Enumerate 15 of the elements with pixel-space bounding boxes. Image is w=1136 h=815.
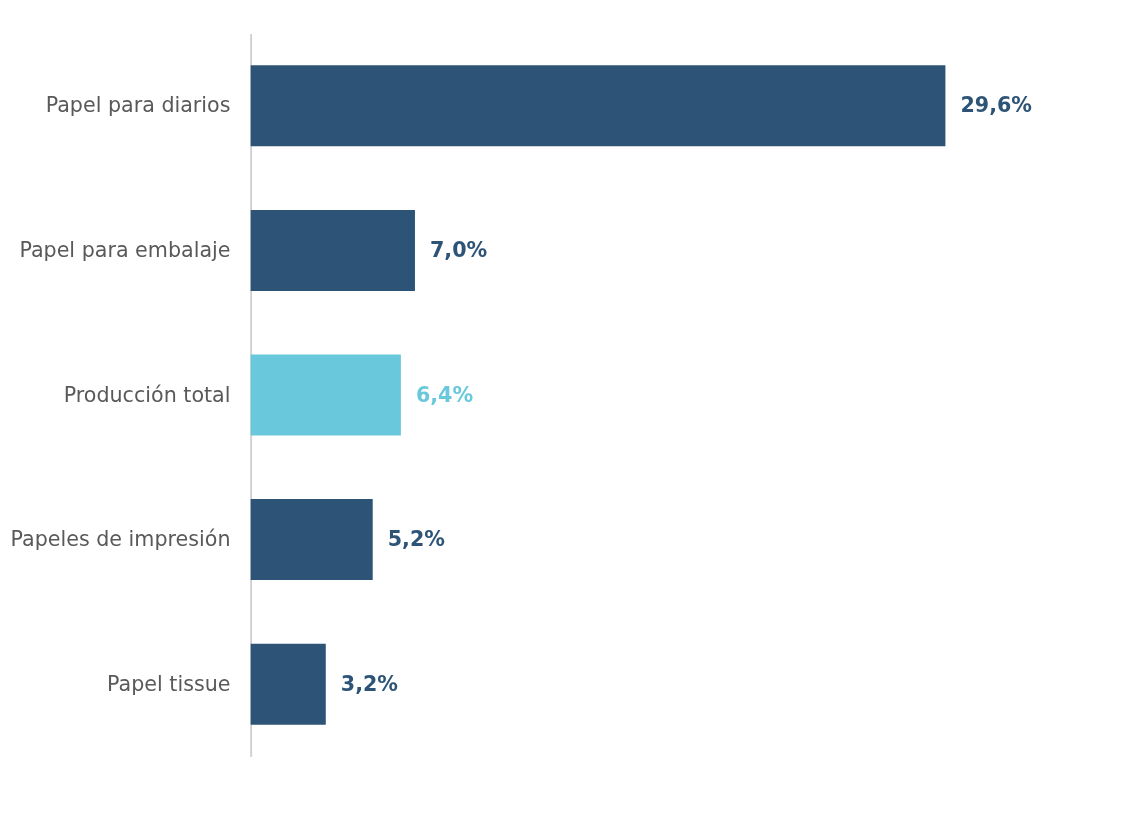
y-tick-label: Producción total (63, 382, 231, 407)
y-tick-label: Papel para embalaje (19, 237, 231, 262)
bar (250, 499, 373, 581)
data-label: 5,2% (387, 527, 446, 552)
bar (250, 354, 401, 436)
bar (250, 65, 946, 147)
data-label: 29,6% (960, 93, 1033, 118)
y-tick-label: Papel para diarios (45, 93, 231, 118)
bar (250, 643, 326, 725)
bar (250, 209, 415, 291)
y-tick-label: Papel tissue (107, 671, 231, 696)
data-label: 6,4% (415, 382, 474, 407)
y-tick-label: Papeles de impresión (10, 527, 231, 552)
data-label: 3,2% (340, 671, 399, 696)
data-label: 7,0% (429, 237, 488, 262)
